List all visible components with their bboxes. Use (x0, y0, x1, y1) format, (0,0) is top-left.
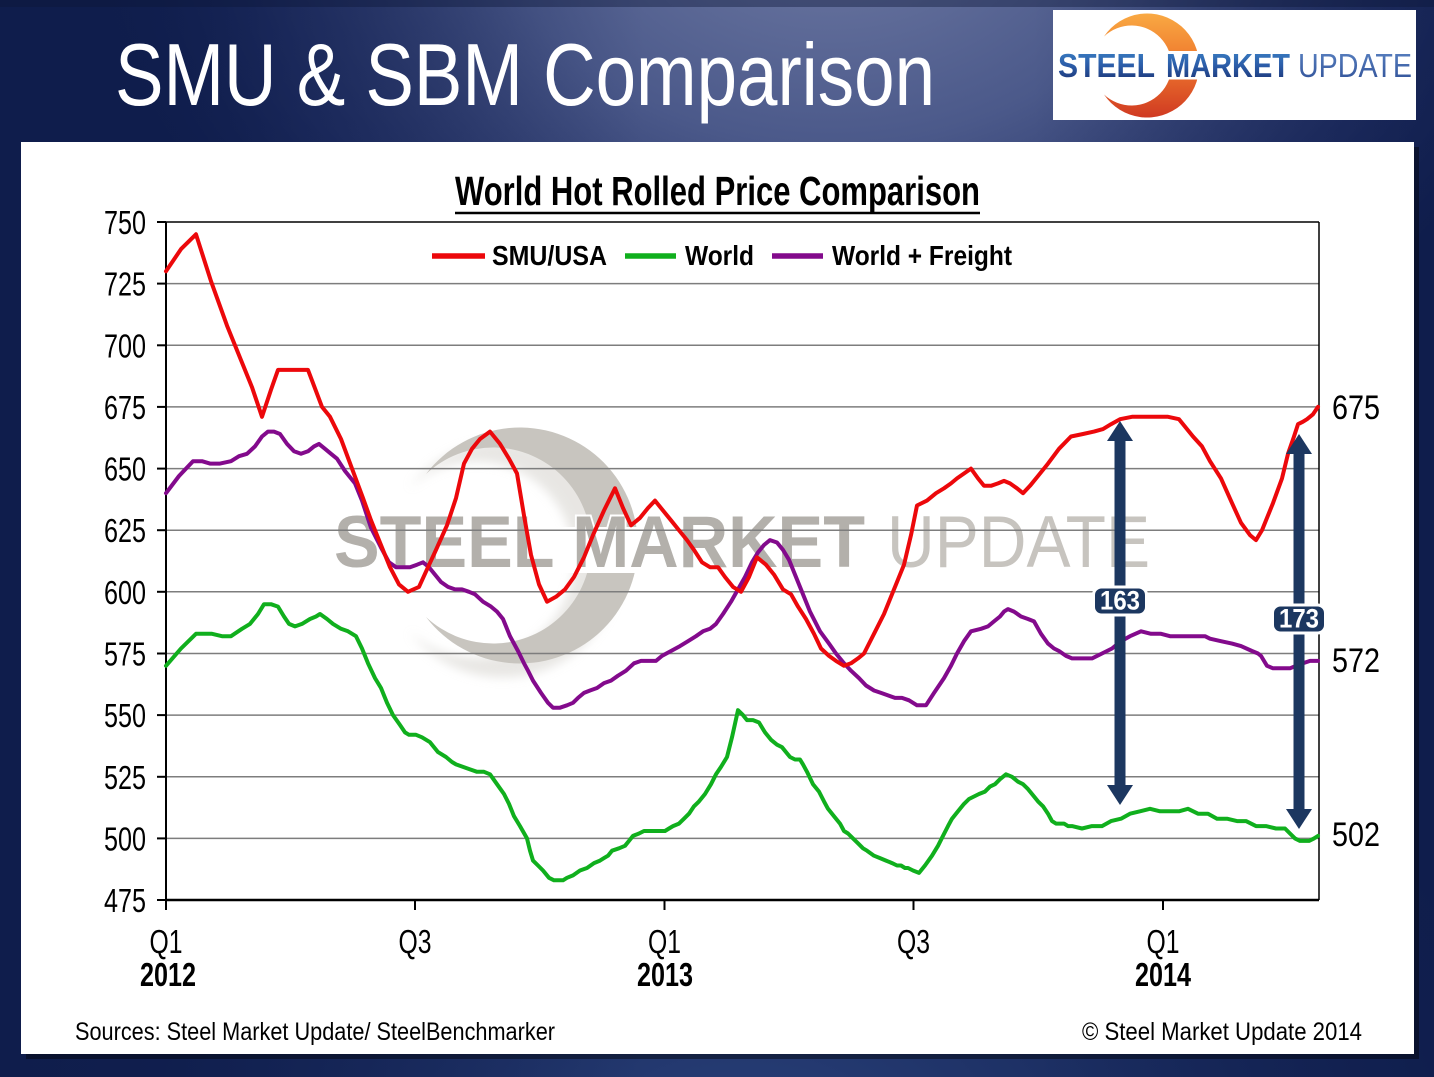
svg-text:700: 700 (104, 327, 146, 364)
svg-text:World Hot Rolled Price Compari: World Hot Rolled Price Comparison (455, 168, 980, 214)
svg-text:725: 725 (104, 266, 146, 303)
svg-text:Q1: Q1 (648, 923, 681, 960)
svg-text:2013: 2013 (637, 956, 693, 993)
svg-text:UPDATE: UPDATE (887, 502, 1150, 583)
svg-text:Q1: Q1 (150, 923, 183, 960)
svg-text:UPDATE: UPDATE (1298, 47, 1412, 84)
svg-text:2012: 2012 (140, 956, 196, 993)
svg-text:STEEL: STEEL (1058, 47, 1155, 84)
svg-text:Q3: Q3 (399, 923, 432, 960)
svg-text:550: 550 (104, 697, 146, 734)
svg-text:575: 575 (104, 636, 146, 673)
svg-text:525: 525 (104, 759, 146, 796)
svg-text:2014: 2014 (1135, 956, 1191, 993)
svg-text:650: 650 (104, 451, 146, 488)
svg-text:173: 173 (1279, 604, 1319, 634)
svg-text:500: 500 (104, 820, 146, 857)
svg-text:World: World (685, 240, 754, 271)
svg-text:475: 475 (104, 882, 146, 919)
svg-text:625: 625 (104, 512, 146, 549)
svg-text:Q3: Q3 (897, 923, 930, 960)
svg-text:MARKET: MARKET (1166, 47, 1290, 84)
svg-text:World + Freight: World + Freight (832, 240, 1012, 271)
svg-text:SMU/USA: SMU/USA (492, 240, 607, 271)
svg-text:750: 750 (104, 204, 146, 241)
svg-text:502: 502 (1332, 816, 1380, 854)
svg-text:Sources: Steel Market Update/: Sources: Steel Market Update/ SteelBench… (75, 1018, 555, 1046)
svg-text:SMU & SBM Comparison: SMU & SBM Comparison (115, 25, 935, 124)
svg-text:Q1: Q1 (1147, 923, 1180, 960)
svg-text:675: 675 (1332, 389, 1380, 427)
svg-text:STEEL MARKET: STEEL MARKET (334, 502, 865, 583)
svg-text:675: 675 (104, 389, 146, 426)
svg-text:600: 600 (104, 574, 146, 611)
svg-text:572: 572 (1332, 642, 1380, 680)
svg-text:163: 163 (1100, 586, 1140, 616)
svg-text:© Steel Market Update 2014: © Steel Market Update 2014 (1082, 1018, 1362, 1046)
